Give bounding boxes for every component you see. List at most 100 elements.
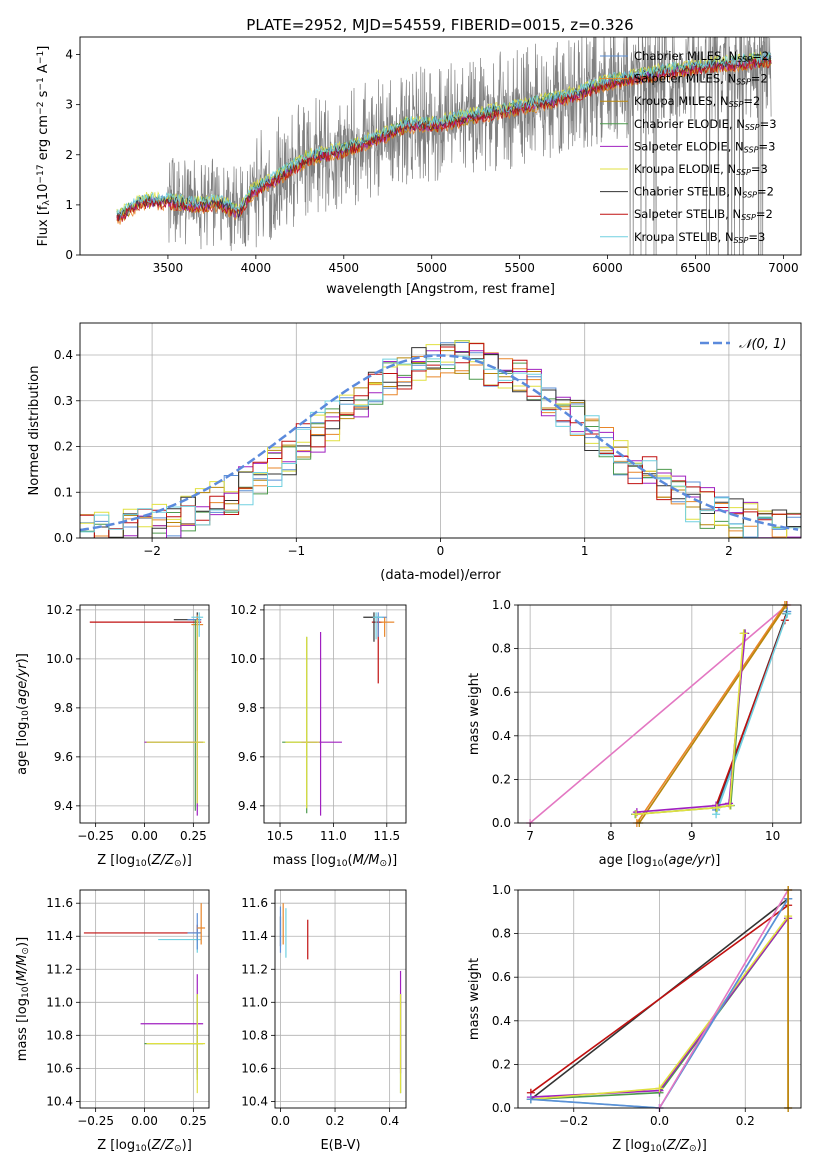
x-tick-label: −2 bbox=[143, 544, 161, 558]
x-tick-label: 0.25 bbox=[180, 1114, 207, 1128]
age-vs-metallicity-panel: −0.25 0.00 0.259.49.69.810.010.2Z [log10(Z… bbox=[15, 603, 210, 869]
x-tick-label: 3500 bbox=[153, 261, 184, 275]
spectrum-y-axis-label-part: erg cm bbox=[36, 115, 51, 164]
mass_vs_Z-x-axis-label-part: 10 bbox=[135, 1144, 147, 1154]
legend-entry-part: N bbox=[729, 49, 738, 63]
legend-entry: Kroupa MILES, NSSP=2 bbox=[634, 94, 760, 109]
axes-frame bbox=[274, 889, 407, 1109]
model-spectrum-salpeter-stelib bbox=[116, 57, 772, 222]
age_vs_mass-x-axis-label-part: ⊙ bbox=[379, 859, 387, 869]
y-tick-label: 1 bbox=[65, 198, 73, 212]
massweight_vs_Z-y-axis-label: mass weight bbox=[467, 958, 482, 1040]
y-tick-label: 10.6 bbox=[46, 1061, 73, 1075]
x-tick-label: 11.0 bbox=[320, 829, 347, 843]
massweight-point bbox=[526, 1095, 535, 1104]
massweight-point bbox=[783, 609, 792, 618]
y-tick-label: 0.2 bbox=[54, 440, 73, 454]
age_vs_Z-x-axis-label-part: Z/Z bbox=[151, 853, 175, 868]
x-tick-label: 0 bbox=[437, 544, 445, 558]
y-tick-label: 9.6 bbox=[238, 750, 257, 764]
legend-entry-part: Chabrier MILES, bbox=[634, 49, 729, 63]
age_vs_Z-x-axis-label: Z [log10(Z/Z⊙)] bbox=[97, 853, 192, 869]
mass_vs_EBV-x-axis-label: E(B-V) bbox=[320, 1138, 360, 1153]
massweight_vs_age-x-axis-label-part: ( bbox=[663, 853, 668, 868]
model-spectrum-chabrier-stelib bbox=[116, 54, 772, 222]
figure-title: PLATE=2952, MJD=54559, FIBERID=0015, z=0… bbox=[246, 16, 633, 34]
massweight_vs_Z-x-axis-label-part: Z [log bbox=[612, 1138, 650, 1153]
x-tick-label: 9 bbox=[688, 829, 696, 843]
axes-frame bbox=[517, 604, 802, 824]
legend-entry: Chabrier ELODIE, NSSP=3 bbox=[634, 117, 777, 132]
y-tick-label: 0.6 bbox=[492, 685, 511, 699]
y-tick-label: 10.0 bbox=[46, 652, 73, 666]
age_vs_Z-y-axis-label-part: age [log bbox=[15, 722, 30, 775]
legend-entry-part: Chabrier ELODIE, bbox=[634, 117, 736, 131]
y-tick-label: 11.6 bbox=[46, 896, 73, 910]
legend-entry-part: =2 bbox=[752, 49, 769, 63]
spectrum-y-axis-label-part: A bbox=[36, 64, 51, 77]
legend-entry-part: SSP bbox=[736, 78, 751, 87]
x-tick-label: −0.2 bbox=[559, 1114, 588, 1128]
y-tick-label: 2 bbox=[65, 148, 73, 162]
legend-entry-part: =2 bbox=[743, 94, 760, 108]
legend-entry-part: =2 bbox=[751, 72, 768, 86]
y-tick-label: 9.4 bbox=[238, 799, 257, 813]
mass-vs-metallicity-panel: −0.25 0.00 0.25 10.4 10.6 10.8 11.0 11.2 11.4 11.… bbox=[15, 889, 210, 1154]
y-tick-label: 10.8 bbox=[46, 1028, 73, 1042]
spectrum-y-axis-label-part: ] bbox=[36, 46, 51, 51]
legend-entry-part: SSP bbox=[736, 168, 751, 177]
legend-entry-part: SSP bbox=[729, 100, 744, 109]
y-tick-label: 3 bbox=[65, 98, 73, 112]
x-tick-label: 7000 bbox=[768, 261, 799, 275]
massweight_vs_Z-x-axis-label-part: Z/Z bbox=[666, 1138, 690, 1153]
mass-vs-ebv-panel: 0.0 0.2 0.4 10.4 10.6 10.8 11.0 11.2 11.4 11.6 E(B… bbox=[241, 889, 407, 1153]
x-tick-label: 8 bbox=[607, 829, 615, 843]
massweight-point bbox=[632, 810, 641, 819]
legend-entry: Salpeter STELIB, NSSP=2 bbox=[634, 207, 773, 222]
massweight_vs_Z-x-axis-label-part: ( bbox=[662, 1138, 667, 1153]
massweight-line bbox=[530, 898, 789, 1108]
y-tick-label: 0.6 bbox=[492, 970, 511, 984]
massweight_vs_age-x-axis-label-part: )] bbox=[710, 853, 720, 868]
x-tick-label: 5000 bbox=[416, 261, 447, 275]
massweight_vs_Z-x-axis-label-part: 10 bbox=[650, 1144, 662, 1154]
legend-entry-normal: 𝒩(0, 1) bbox=[739, 337, 786, 352]
y-tick-label: 0.8 bbox=[492, 642, 511, 656]
massweight_vs_Z-x-axis-label: Z [log10(Z/Z⊙)] bbox=[612, 1138, 707, 1154]
mass_vs_Z-x-axis-label-part: Z [log bbox=[97, 1138, 135, 1153]
y-tick-label: 10.4 bbox=[241, 1094, 268, 1108]
age_vs_Z-y-axis-label-part: age/yr bbox=[15, 662, 30, 705]
x-tick-label: 0.0 bbox=[650, 1114, 669, 1128]
x-tick-label: 2 bbox=[725, 544, 733, 558]
legend-entry-part: N bbox=[735, 139, 744, 153]
x-tick-label: 6000 bbox=[592, 261, 623, 275]
mass_vs_Z-y-axis-label-part: ⊙ bbox=[21, 947, 31, 955]
age_vs_mass-x-axis-label-part: mass [log bbox=[273, 853, 336, 868]
y-tick-label: 0.1 bbox=[54, 485, 73, 499]
y-tick-label: 1.0 bbox=[492, 598, 511, 612]
legend-entry-part: Kroupa MILES, bbox=[634, 94, 720, 108]
massweight-line bbox=[638, 605, 788, 823]
y-tick-label: 0.2 bbox=[492, 1057, 511, 1071]
legend-entry-part: =2 bbox=[757, 185, 774, 199]
massweight-line bbox=[658, 890, 789, 1108]
legend-entry-part: N bbox=[727, 162, 736, 176]
age_vs_Z-x-axis-label-part: ( bbox=[147, 853, 152, 868]
y-tick-label: 0.0 bbox=[492, 1101, 511, 1115]
y-tick-label: 9.8 bbox=[54, 701, 73, 715]
x-tick-label: 0.2 bbox=[736, 1114, 755, 1128]
legend-entry-part: SSP bbox=[741, 213, 756, 222]
y-tick-label: 1.0 bbox=[492, 883, 511, 897]
massweight-line bbox=[636, 633, 746, 813]
x-tick-label: 6500 bbox=[680, 261, 711, 275]
legend-entry-part: SSP bbox=[745, 123, 760, 132]
y-tick-label: 0 bbox=[65, 248, 73, 262]
mass_vs_Z-x-axis-label-part: ( bbox=[147, 1138, 152, 1153]
mass_vs_EBV-x-axis-label-part: E(B-V) bbox=[320, 1138, 360, 1153]
axes-frame bbox=[263, 604, 407, 824]
spectrum-x-axis-label: wavelength [Angstrom, rest frame] bbox=[326, 282, 555, 297]
mass_vs_Z-y-axis-label-part: ( bbox=[15, 981, 30, 986]
massweight_vs_age-x-axis-label-part: age/yr bbox=[669, 853, 712, 868]
x-tick-label: −0.25 bbox=[77, 829, 114, 843]
age_vs_Z-y-axis-label-part: 10 bbox=[21, 710, 31, 722]
